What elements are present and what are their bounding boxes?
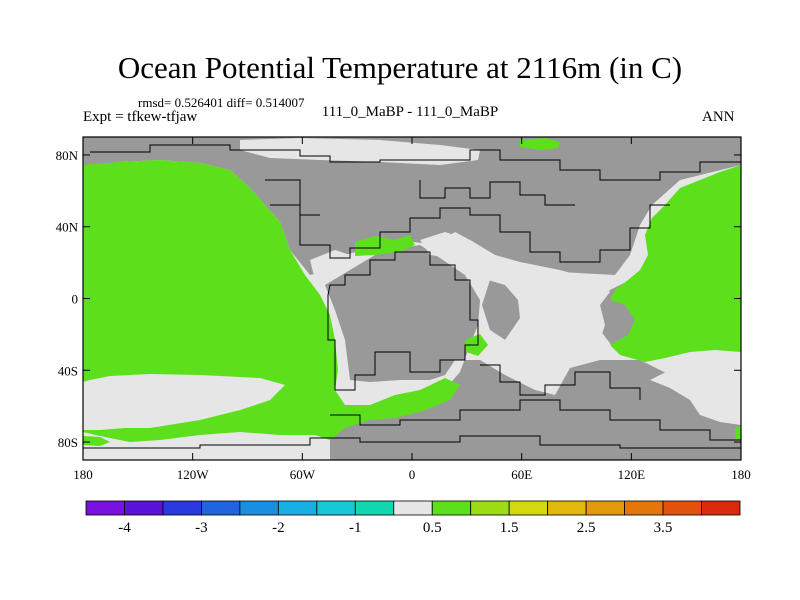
lat-tick-label: 80N [56, 148, 79, 163]
coastline-north [90, 144, 741, 181]
colorbar-label: 2.5 [577, 520, 596, 536]
axis-tick-labels: 180 120W 60W 0 60E 120E 180 80N 40N 0 40S 80S [56, 148, 751, 482]
near-zero-southeast [650, 358, 741, 425]
colorbar-bin [431, 500, 472, 516]
lon-tick-label: 60E [511, 467, 532, 482]
coastline-continent-b [327, 251, 479, 391]
lon-tick-label: 180 [731, 467, 751, 482]
colorbar-bin [124, 500, 164, 516]
experiment-label: Expt = tfkew-tfjaw [83, 109, 198, 125]
warm-west-basin [83, 160, 460, 442]
colorbar-labels: -4 -3 -2 -1 0.5 1.5 2.5 3.5 [118, 520, 672, 536]
colorbar-bin [162, 500, 202, 516]
lon-tick-label: 120W [177, 467, 210, 482]
colorbar-bin [508, 500, 549, 516]
near-zero-tropics [420, 232, 610, 390]
colorbar-bin [316, 500, 356, 516]
lon-tick-label: 60W [290, 467, 316, 482]
season-label: ANN [702, 109, 735, 125]
colorbar-bin [201, 500, 241, 516]
warm-southwest-tail [83, 436, 110, 446]
colorbar-bin [585, 500, 625, 516]
colorbar-bin [662, 500, 702, 516]
axis-ticks [82, 137, 742, 460]
coastline-continent-a [265, 179, 670, 263]
lat-tick-label: 80S [58, 435, 78, 450]
lat-tick-label: 0 [72, 292, 79, 307]
colorbar-label: -3 [195, 520, 208, 536]
lon-tick-label: 120E [618, 467, 646, 482]
rmsd-diff-stats: rmsd= 0.526401 diff= 0.514007 [138, 95, 305, 110]
near-zero-arctic [240, 138, 480, 165]
warm-northern-lake [355, 235, 415, 256]
coastline-interior-b [480, 364, 641, 400]
near-zero-southwest [83, 375, 280, 430]
coastline-interior-a [419, 180, 575, 206]
lon-tick-label: 0 [409, 467, 416, 482]
colorbar-bin [239, 500, 279, 516]
lat-tick-label: 40N [56, 220, 79, 235]
figure-title: Ocean Potential Temperature at 2116m (in… [117, 50, 683, 85]
land-north [83, 137, 741, 275]
colorbar-label: -1 [349, 520, 362, 536]
warm-southeast-tail [735, 426, 741, 440]
colorbar-label: 3.5 [654, 520, 673, 536]
land-lower-middle [482, 280, 520, 340]
case-label: 111_0_MaBP - 111_0_MaBP [321, 104, 499, 120]
colorbar-label: 1.5 [500, 520, 519, 536]
colorbar-label: -4 [118, 520, 131, 536]
colorbar-bin [624, 500, 664, 516]
warm-east-basin [610, 165, 741, 362]
colorbar-bin [85, 500, 125, 516]
colorbar-bins [85, 500, 741, 516]
map-fields [83, 137, 741, 460]
colorbar-label: -2 [272, 520, 285, 536]
coastlines [83, 144, 741, 449]
warm-arctic-sliver [520, 138, 560, 150]
colorbar-bin [470, 500, 510, 516]
coastline-south [330, 399, 741, 441]
colorbar-bin [354, 500, 395, 516]
colorbar-bin [393, 500, 433, 516]
lon-tick-label: 180 [73, 467, 93, 482]
colorbar-bin [547, 500, 587, 516]
colorbar-label: 0.5 [423, 520, 442, 536]
lat-tick-label: 40S [58, 363, 78, 378]
colorbar-bin [701, 500, 741, 516]
coastline-far-south [83, 435, 741, 449]
colorbar-bin [277, 500, 318, 516]
coastline-interior-c [270, 204, 320, 216]
